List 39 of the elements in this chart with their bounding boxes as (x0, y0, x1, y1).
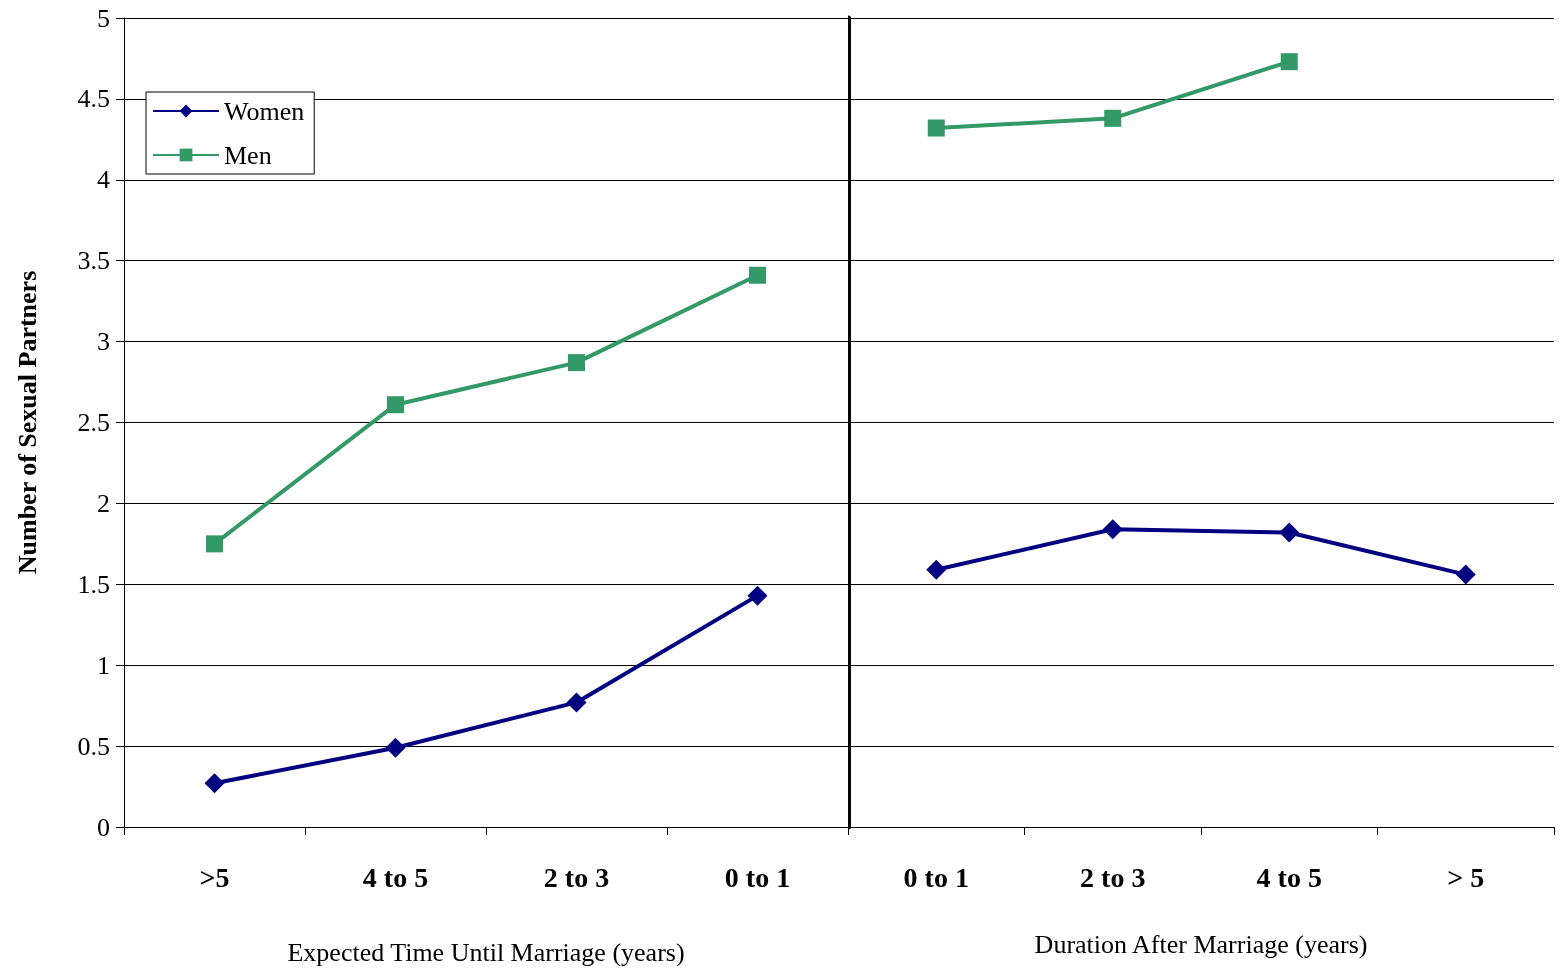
y-tick-label: 0.5 (77, 731, 110, 761)
x-tick-label: 4 to 5 (1256, 861, 1322, 893)
point (927, 119, 945, 137)
point (385, 737, 406, 758)
y-tick-label: 2.5 (77, 408, 110, 437)
x-tick-label: 0 to 1 (724, 861, 791, 893)
point (568, 354, 585, 372)
y-tick-label: 3 (97, 327, 110, 357)
y-tick-label: 1 (97, 650, 110, 680)
point (566, 692, 587, 713)
point (747, 585, 768, 606)
x-tick-label: > 5 (1447, 861, 1485, 893)
point (926, 559, 947, 580)
point (387, 396, 404, 414)
y-tick-label: 4.5 (77, 84, 110, 114)
legend-label: Men (224, 140, 272, 170)
x-tick-label: 2 to 3 (543, 861, 610, 893)
point (1102, 519, 1123, 540)
y-tick-label: 5 (97, 3, 110, 33)
x-tick-label: 2 to 3 (1080, 861, 1146, 893)
point (206, 535, 223, 553)
point (1280, 53, 1298, 71)
y-tick-label: 1.5 (77, 569, 110, 599)
point (1455, 564, 1476, 585)
point (204, 773, 225, 794)
legend-label: Women (224, 96, 305, 126)
y-axis-title: Number of Sexual Partners (12, 270, 42, 575)
x-tick-label: 4 to 5 (362, 861, 429, 893)
x-axis-title: Duration After Marriage (years) (1034, 929, 1368, 959)
y-tick-label: 4 (97, 165, 110, 195)
point (749, 266, 766, 284)
y-tick-label: 0 (97, 812, 110, 842)
point (1279, 522, 1300, 543)
y-tick-label: 2 (97, 488, 110, 518)
point (1104, 109, 1122, 127)
x-axis-title: Expected Time Until Marriage (years) (287, 937, 685, 967)
x-tick-label: >5 (199, 861, 230, 893)
x-tick-label: 0 to 1 (903, 861, 969, 893)
y-tick-label: 3.5 (77, 246, 110, 276)
